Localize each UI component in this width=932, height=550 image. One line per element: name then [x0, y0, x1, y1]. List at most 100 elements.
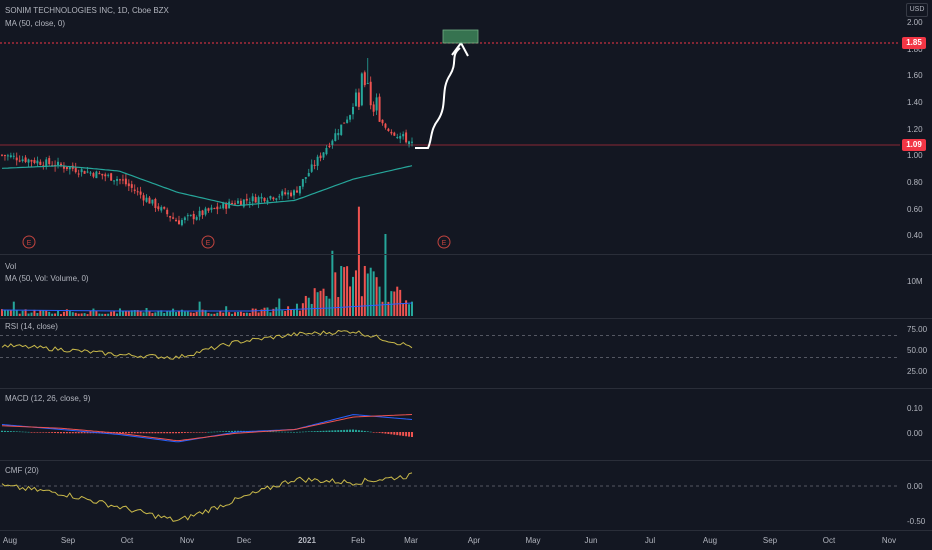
macd-histogram-bar [396, 432, 399, 436]
macd-histogram-bar [133, 432, 136, 434]
volume-bar [27, 313, 30, 316]
price-candle [204, 208, 207, 215]
price-candle [313, 164, 316, 166]
pane-divider[interactable] [0, 460, 932, 461]
price-candle [228, 201, 231, 209]
volume-bar [254, 308, 257, 316]
price-candle [234, 203, 237, 205]
macd-histogram-bar [325, 430, 328, 432]
macd-histogram-bar [151, 432, 154, 434]
price-candle [118, 179, 121, 181]
price-candle [189, 214, 192, 216]
volume-bar [340, 265, 343, 316]
price-candle [145, 197, 148, 202]
price-candle [369, 81, 372, 106]
volume-bar [281, 310, 284, 316]
volume-bar [33, 309, 36, 316]
price-candle [133, 189, 136, 191]
volume-bar [304, 295, 307, 316]
price-candle [343, 122, 346, 124]
macd-histogram-bar [225, 431, 228, 432]
time-tick: Sep [762, 536, 778, 545]
price-candle [169, 216, 172, 218]
macd-histogram-bar [65, 432, 68, 434]
macd-histogram-bar [154, 432, 157, 434]
pane-divider[interactable] [0, 318, 932, 319]
volume-bar [24, 309, 27, 316]
volume-bar [349, 286, 352, 316]
macd-histogram-bar [269, 431, 272, 433]
macd-histogram-bar [222, 431, 225, 432]
currency-label[interactable]: USD [906, 3, 928, 17]
price-candle [275, 198, 278, 200]
volume-bar [186, 311, 189, 316]
price-candle [62, 165, 65, 169]
volume-bar [121, 311, 124, 316]
price-candle [210, 207, 213, 210]
pane-divider[interactable] [0, 388, 932, 389]
macd-histogram-bar [349, 429, 352, 432]
macd-histogram-bar [33, 432, 36, 433]
time-tick: Nov [179, 536, 195, 545]
time-tick: Aug [702, 536, 718, 545]
macd-histogram-bar [287, 431, 290, 433]
volume-label: Vol [5, 262, 17, 271]
volume-bar [59, 314, 62, 316]
volume-bar [325, 295, 328, 316]
price-candle [151, 199, 154, 204]
macd-histogram-bar [163, 432, 166, 434]
volume-bar [77, 313, 80, 316]
price-candle [378, 96, 381, 122]
price-candle [295, 190, 298, 193]
volume-bar [160, 310, 163, 316]
pane-divider[interactable] [0, 254, 932, 255]
price-candle [136, 191, 139, 193]
price-candle [310, 164, 313, 172]
price-candle [236, 200, 239, 204]
volume-bar [124, 311, 127, 316]
time-tick: Jul [644, 536, 656, 545]
volume-bar [136, 310, 139, 316]
price-candle [83, 171, 86, 174]
volume-bar [133, 310, 136, 316]
price-tick: 1.60 [907, 71, 923, 80]
volume-bar [21, 310, 24, 316]
macd-histogram-bar [352, 429, 355, 432]
target-zone-box [442, 29, 479, 44]
macd-histogram-bar [30, 432, 33, 433]
macd-histogram-bar [89, 432, 92, 434]
price-candle [98, 173, 101, 175]
earnings-marker-icon [22, 235, 36, 249]
price-candle [12, 155, 15, 157]
price-candle [411, 141, 413, 143]
macd-histogram-bar [319, 430, 322, 432]
cmf-tick: 0.00 [907, 482, 923, 491]
price-candle [192, 213, 195, 220]
time-tick: Mar [404, 536, 418, 545]
price-candle [27, 159, 30, 163]
volume-bar [116, 313, 119, 316]
macd-histogram-bar [160, 432, 163, 434]
volume-bar [399, 289, 402, 316]
volume-bar [310, 303, 313, 316]
macd-histogram-bar [213, 431, 216, 433]
volume-bar [372, 271, 375, 316]
price-candle [301, 179, 304, 187]
price-candle [239, 200, 242, 205]
price-candle [121, 179, 124, 181]
volume-bar [284, 311, 287, 316]
price-candle [15, 157, 18, 161]
macd-histogram-bar [9, 431, 12, 432]
volume-bar [6, 309, 9, 316]
macd-histogram-bar [331, 430, 334, 432]
volume-bar [51, 313, 54, 316]
volume-bar [154, 312, 157, 316]
macd-histogram-bar [393, 432, 396, 435]
volume-bar [180, 309, 183, 316]
volume-bar [65, 309, 68, 316]
time-tick: Nov [881, 536, 897, 545]
macd-histogram-bar [54, 432, 57, 434]
macd-histogram-bar [36, 432, 39, 433]
macd-histogram-bar [207, 431, 210, 433]
